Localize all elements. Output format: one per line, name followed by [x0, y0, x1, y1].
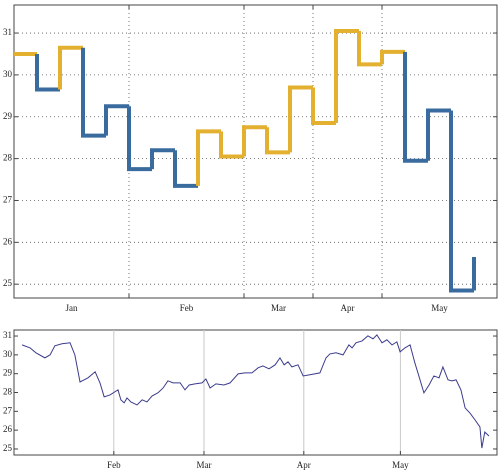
step-segment [196, 129, 221, 186]
step-segment [357, 30, 382, 67]
step-segment [380, 49, 405, 65]
y-tick-label: 27 [3, 195, 13, 205]
step-segment [219, 131, 244, 159]
step-segment [403, 51, 428, 163]
step-segment [426, 108, 451, 161]
panel: 25 26 27 28 29 30 31 Feb Mar Apr May [3, 329, 498, 470]
price-line [21, 334, 490, 449]
y-tick-label: 31 [3, 330, 12, 340]
y-tick-label: 28 [3, 387, 13, 397]
step-segment [242, 125, 267, 157]
x-tick-label: Jan [66, 303, 78, 313]
step-segment [127, 106, 152, 172]
step-segment [288, 85, 313, 153]
y-tick-label: 31 [3, 27, 12, 37]
step-segment [150, 148, 175, 170]
y-tick-label: 25 [3, 278, 13, 288]
y-tick-label: 29 [3, 368, 13, 378]
panel: 25 26 27 28 29 30 31 Jan Feb Mar Apr May [3, 4, 498, 313]
plot-frame [13, 4, 498, 299]
step-segment [35, 53, 60, 92]
step-segment [449, 110, 474, 293]
y-tick-label: 27 [3, 405, 13, 415]
x-tick-label: Feb [107, 460, 121, 470]
x-tick-label: May [392, 460, 409, 470]
y-tick-label: 30 [3, 69, 13, 79]
x-tick-label: Mar [196, 460, 211, 470]
y-tick-label: 30 [3, 349, 13, 359]
y-tick-label: 25 [3, 443, 13, 453]
y-tick-label: 28 [3, 153, 13, 163]
step-segment [173, 150, 198, 188]
step-segment [311, 87, 336, 126]
step-segment [265, 127, 290, 155]
x-tick-label: Apr [341, 303, 355, 313]
y-tick-label: 26 [3, 236, 13, 246]
x-tick-label: Feb [180, 303, 194, 313]
x-tick-label: Apr [297, 460, 311, 470]
step-segment [334, 28, 359, 124]
step-segment [81, 47, 106, 138]
step-segment [104, 104, 129, 136]
y-tick-label: 26 [3, 424, 13, 434]
x-tick-label: Mar [271, 303, 286, 313]
y-tick-label: 29 [3, 111, 13, 121]
x-tick-label: May [431, 303, 448, 313]
step-segment [58, 45, 83, 90]
